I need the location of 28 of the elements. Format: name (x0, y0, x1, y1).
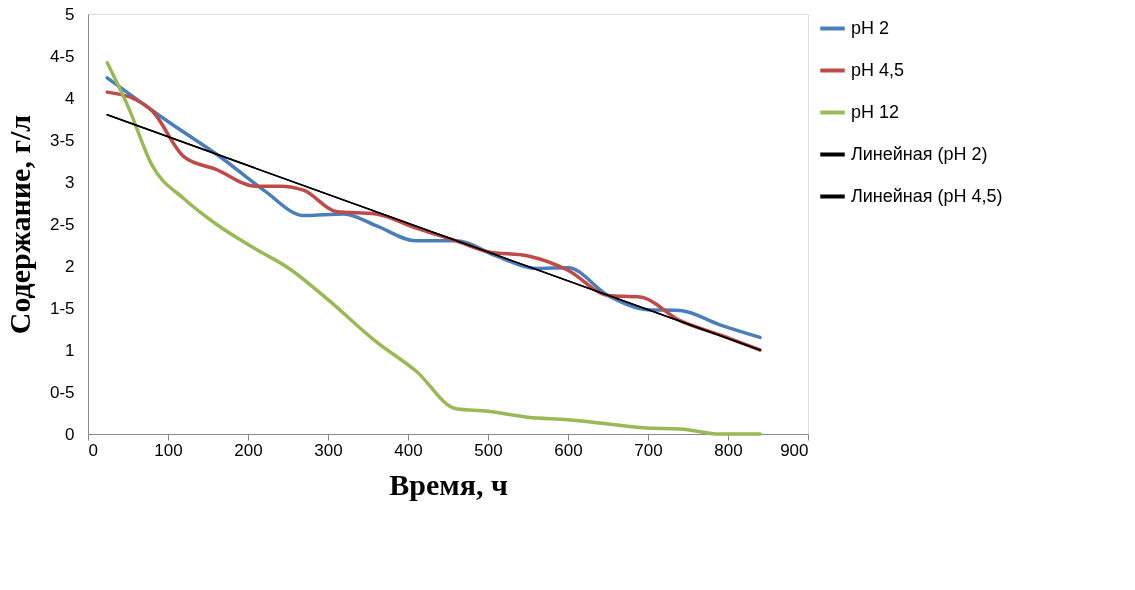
legend-label: Линейная (pH 4,5) (851, 185, 1003, 206)
x-axis-title: Время, ч (389, 467, 508, 501)
y-tick-label: 1-5 (49, 298, 75, 318)
x-tick-label: 500 (474, 440, 503, 460)
y-tick-label: 1 (65, 340, 75, 360)
y-tick-label: 3-5 (49, 130, 75, 150)
legend-label: pH 4,5 (851, 59, 905, 80)
legend-label: pH 2 (851, 17, 890, 38)
x-tick-label: 600 (554, 440, 583, 460)
legend-label: pH 12 (851, 101, 900, 122)
legend-label: Линейная (pH 2) (851, 143, 988, 164)
x-tick-label: 800 (714, 440, 743, 460)
x-tick-label: 300 (314, 440, 343, 460)
y-tick-label: 2 (65, 256, 75, 276)
y-tick-label: 0 (65, 424, 75, 444)
x-tick-label: 700 (634, 440, 663, 460)
y-tick-label: 2-5 (49, 214, 75, 234)
y-tick-label: 4 (65, 88, 75, 108)
y-tick-label: 3 (65, 172, 75, 192)
x-tick-label: 200 (234, 440, 263, 460)
x-tick-label: 0 (88, 440, 98, 460)
y-tick-label: 4-5 (49, 46, 75, 66)
y-axis-title: Содержание, г/л (2, 114, 36, 335)
x-tick-label: 900 (780, 440, 809, 460)
y-tick-label: 0-5 (49, 382, 75, 402)
x-tick-label: 100 (154, 440, 183, 460)
x-tick-label: 400 (394, 440, 423, 460)
y-tick-label: 5 (65, 4, 75, 24)
